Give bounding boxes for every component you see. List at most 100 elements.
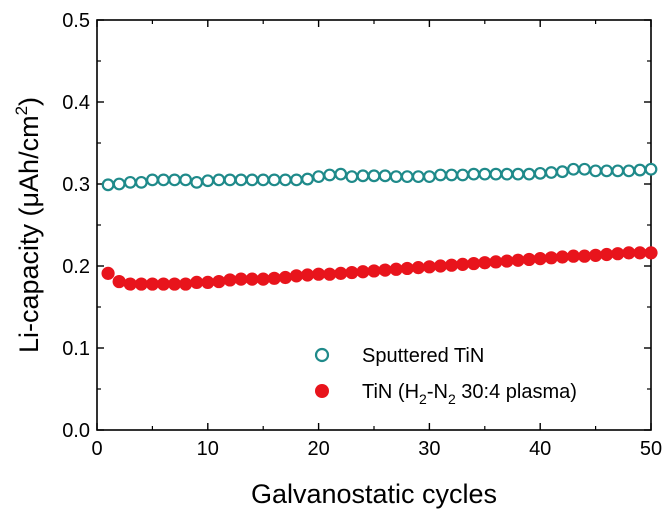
y-tick-label: 0.5 (62, 10, 90, 32)
y-axis-title-sup: 2 (12, 106, 31, 115)
y-axis-title-mu: μ (14, 192, 44, 208)
point-plasma-tin (555, 250, 569, 264)
point-sputtered-tin (423, 170, 436, 184)
point-sputtered-tin (312, 170, 326, 184)
point-plasma-tin (245, 272, 259, 286)
point-plasma-tin (367, 264, 381, 278)
legend-label-plasma-tin-b: -N (427, 381, 448, 403)
point-plasma-tin (566, 249, 581, 263)
point-plasma-tin (378, 263, 392, 277)
point-plasma-tin (600, 247, 614, 262)
point-sputtered-tin (567, 162, 580, 176)
point-plasma-tin (467, 256, 481, 271)
point-plasma-tin (201, 275, 215, 289)
point-sputtered-tin (600, 164, 614, 178)
point-plasma-tin (644, 246, 658, 260)
legend-label-plasma-tin-a: TiN (H (362, 381, 419, 403)
point-plasma-tin (511, 253, 525, 267)
point-sputtered-tin (123, 175, 137, 189)
point-sputtered-tin (112, 177, 126, 191)
point-plasma-tin (577, 249, 592, 263)
point-sputtered-tin (234, 173, 248, 187)
point-sputtered-tin (533, 166, 547, 180)
point-sputtered-tin (622, 164, 636, 178)
point-plasma-tin (522, 252, 536, 267)
legend-marker-plasma-tin (315, 384, 329, 398)
point-sputtered-tin (589, 164, 602, 178)
point-sputtered-tin (644, 162, 658, 176)
point-sputtered-tin (555, 165, 569, 179)
point-sputtered-tin (389, 170, 403, 184)
point-sputtered-tin (168, 173, 181, 187)
point-plasma-tin (533, 252, 547, 266)
point-sputtered-tin (145, 173, 159, 187)
point-plasma-tin (489, 255, 503, 269)
point-plasma-tin (101, 266, 115, 280)
y-tick-label: 0.4 (62, 92, 90, 114)
y-tick-label: 0.3 (62, 174, 90, 196)
point-plasma-tin (234, 272, 248, 286)
plot-frame (96, 19, 652, 431)
point-plasma-tin (300, 268, 315, 282)
point-sputtered-tin (489, 167, 503, 181)
legend-label-plasma-tin: TiN (H2-N2 30:4 plasma) (362, 381, 577, 407)
x-axis-title: Galvanostatic cycles (251, 479, 497, 509)
point-sputtered-tin (478, 167, 492, 181)
point-sputtered-tin (456, 168, 470, 182)
point-plasma-tin (633, 246, 647, 260)
point-sputtered-tin (301, 172, 314, 186)
point-sputtered-tin (334, 167, 348, 181)
point-sputtered-tin (378, 169, 392, 183)
point-sputtered-tin (411, 170, 425, 184)
point-plasma-tin (622, 246, 636, 260)
point-plasma-tin (145, 277, 159, 291)
point-plasma-tin (323, 267, 337, 281)
legend: Sputtered TiN TiN (H2-N2 30:4 plasma) (314, 345, 577, 407)
x-tick-label: 10 (197, 438, 219, 460)
point-sputtered-tin (445, 168, 458, 182)
point-plasma-tin (112, 274, 126, 289)
point-sputtered-tin (345, 170, 359, 184)
point-sputtered-tin (467, 167, 481, 181)
point-plasma-tin (256, 272, 270, 286)
y-tick-label: 0.1 (62, 338, 90, 360)
point-plasma-tin (167, 277, 182, 291)
legend-label-plasma-tin-sub1: 2 (419, 391, 427, 407)
legend-label-plasma-tin-c: 30:4 plasma) (456, 381, 577, 403)
point-sputtered-tin (101, 178, 115, 192)
point-plasma-tin (267, 271, 281, 285)
point-plasma-tin (334, 266, 348, 280)
point-sputtered-tin (367, 169, 381, 183)
y-tick-label: 0.0 (62, 420, 90, 442)
point-plasma-tin (190, 275, 204, 289)
point-plasma-tin (179, 277, 193, 291)
point-sputtered-tin (278, 173, 292, 187)
point-plasma-tin (589, 248, 603, 262)
axis-tick-labels: 0 10 20 30 40 50 0.0 0.1 0.2 0.3 0.4 0.5 (62, 10, 662, 460)
point-sputtered-tin (290, 173, 303, 187)
point-sputtered-tin (212, 173, 226, 187)
legend-marker-sputtered-tin (314, 347, 330, 363)
x-tick-label: 20 (307, 438, 329, 460)
point-sputtered-tin (400, 170, 414, 184)
point-plasma-tin (444, 258, 459, 272)
point-sputtered-tin (522, 167, 536, 181)
point-sputtered-tin (201, 174, 215, 188)
point-plasma-tin (411, 261, 425, 275)
point-plasma-tin (500, 254, 514, 268)
data-points (101, 162, 658, 291)
point-sputtered-tin (356, 169, 370, 183)
point-sputtered-tin (434, 168, 447, 182)
y-tick-label: 0.2 (62, 256, 90, 278)
legend-label-plasma-tin-sub2: 2 (448, 391, 456, 407)
point-sputtered-tin (223, 173, 237, 187)
point-plasma-tin (400, 261, 414, 276)
y-axis-title: Li-capacity (μAh/cm2) (12, 97, 44, 353)
point-plasma-tin (611, 247, 625, 261)
x-tick-label: 30 (418, 438, 440, 460)
point-plasma-tin (312, 267, 326, 281)
point-plasma-tin (223, 273, 237, 287)
point-sputtered-tin (578, 162, 591, 176)
legend-label-sputtered-tin: Sputtered TiN (362, 345, 484, 367)
